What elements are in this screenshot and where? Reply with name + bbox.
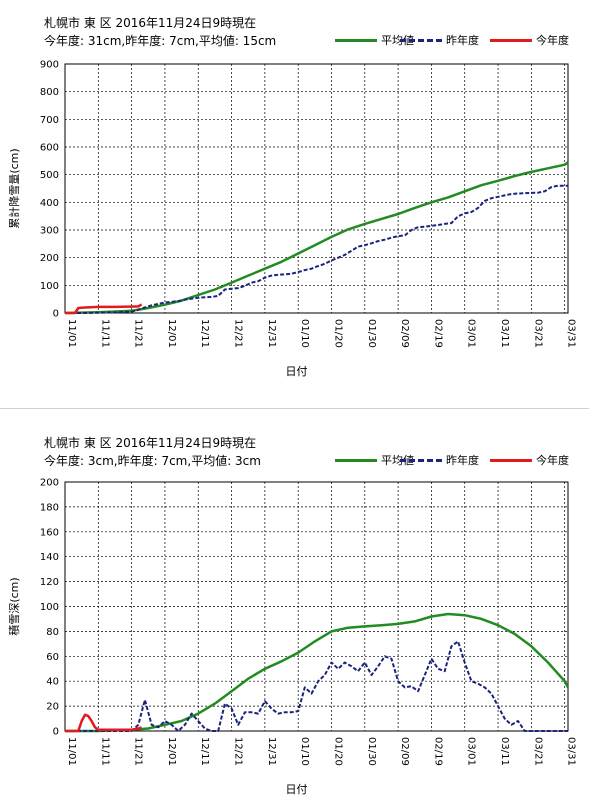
x-tick-label: 12/01: [166, 319, 177, 348]
legend-label-last-year: 昨年度: [446, 34, 479, 47]
y-tick-label: 0: [53, 309, 59, 320]
y-tick-label: 140: [40, 552, 59, 563]
x-tick-label: 12/21: [233, 319, 244, 348]
x-tick-label: 12/31: [266, 319, 277, 348]
y-tick-label: 400: [40, 198, 59, 209]
legend-item-last-year: 昨年度: [400, 452, 479, 468]
chart-subtitle: 今年度: 31cm,昨年度: 7cm,平均値: 15cm: [44, 34, 277, 48]
x-tick-label: 02/09: [399, 319, 410, 348]
y-tick-label: 100: [40, 281, 59, 292]
y-axis-title: 累計降雪量(cm): [7, 148, 21, 228]
legend-label-this-year: 今年度: [536, 454, 569, 467]
y-tick-label: 200: [40, 253, 59, 264]
x-tick-label: 01/20: [332, 319, 343, 348]
x-tick-label: 02/09: [399, 737, 410, 766]
y-tick-label: 500: [40, 170, 59, 181]
plot-area: [64, 481, 569, 732]
x-tick-label: 11/11: [99, 737, 110, 766]
x-tick-label: 03/21: [532, 737, 543, 766]
legend-item-this-year: 今年度: [490, 32, 569, 48]
x-tick-label: 01/10: [299, 319, 310, 348]
legend-label-average: 平均値: [381, 34, 414, 47]
x-tick-label: 03/31: [566, 319, 577, 348]
x-tick-label: 12/21: [233, 737, 244, 766]
x-tick-label: 01/20: [332, 737, 343, 766]
plot-area: [64, 63, 569, 314]
y-tick-label: 60: [46, 652, 59, 663]
x-tick-label: 03/31: [566, 737, 577, 766]
x-tick-label: 12/01: [166, 737, 177, 766]
chart-title: 札幌市 東 区 2016年11月24日9時現在: [44, 436, 257, 450]
legend-item-average: 平均値: [335, 32, 414, 48]
legend-swatch-this-year: [490, 458, 532, 462]
x-axis-title: 日付: [286, 365, 308, 378]
y-tick-label: 800: [40, 87, 59, 98]
x-tick-label: 03/01: [466, 737, 477, 766]
x-tick-label: 11/01: [66, 319, 77, 348]
x-tick-label: 03/11: [499, 319, 510, 348]
y-tick-label: 160: [40, 527, 59, 538]
chart-title: 札幌市 東 区 2016年11月24日9時現在: [44, 16, 257, 30]
y-tick-label: 20: [46, 702, 59, 713]
x-tick-label: 03/11: [499, 737, 510, 766]
y-tick-label: 200: [40, 478, 59, 489]
y-tick-label: 100: [40, 602, 59, 613]
y-tick-label: 300: [40, 226, 59, 237]
average-line: [65, 612, 570, 733]
x-tick-label: 11/21: [133, 737, 144, 766]
cumulative-snowfall-chart: 0 100 200 300 400 500 600 700 800 900 11/01 11/11 11…: [7, 60, 577, 379]
x-tick-label: 03/01: [466, 319, 477, 348]
legend-item-average: 平均値: [335, 452, 414, 468]
x-tick-label: 02/19: [432, 737, 443, 766]
x-tick-label: 01/30: [366, 319, 377, 348]
legend-item-last-year: 昨年度: [400, 32, 479, 48]
y-tick-label: 0: [53, 727, 59, 738]
x-axis-title: 日付: [286, 783, 308, 796]
x-tick-label: 11/11: [99, 319, 110, 348]
snow-depth-chart-panel: 札幌市 東 区 2016年11月24日9時現在 今年度: 3cm,昨年度: 7c…: [0, 420, 589, 803]
x-tick-label: 03/21: [532, 319, 543, 348]
y-tick-label: 600: [40, 143, 59, 154]
x-tick-label: 11/21: [133, 319, 144, 348]
x-tick-label: 12/11: [199, 319, 210, 348]
x-tick-label: 01/10: [299, 737, 310, 766]
legend-label-last-year: 昨年度: [446, 454, 479, 467]
legend-swatch-average: [335, 458, 377, 462]
y-tick-label: 900: [40, 60, 59, 71]
x-tick-label: 01/30: [366, 737, 377, 766]
panel-separator: [0, 408, 589, 409]
this-year-line: [65, 713, 143, 733]
legend-swatch-average: [335, 38, 377, 42]
legend-swatch-last-year: [400, 38, 442, 42]
snow-depth-chart: 0 20 40 60 80 100 120 140 160 180 200 11/01 11/11 11/…: [7, 478, 577, 797]
chart-subtitle: 今年度: 3cm,昨年度: 7cm,平均値: 3cm: [44, 454, 261, 468]
legend-label-this-year: 今年度: [536, 34, 569, 47]
x-tick-label: 12/31: [266, 737, 277, 766]
y-axis-title: 積雪深(cm): [7, 577, 21, 635]
legend-item-this-year: 今年度: [490, 452, 569, 468]
this-year-line: [65, 303, 143, 315]
legend-swatch-this-year: [490, 38, 532, 42]
y-tick-label: 80: [46, 627, 59, 638]
x-tick-label: 11/01: [66, 737, 77, 766]
last-year-line: [65, 640, 568, 732]
y-tick-label: 700: [40, 115, 59, 126]
y-tick-label: 40: [46, 677, 59, 688]
legend-label-average: 平均値: [381, 454, 414, 467]
x-tick-label: 02/19: [432, 319, 443, 348]
snowfall-cumulative-chart-panel: 札幌市 東 区 2016年11月24日9時現在 今年度: 31cm,昨年度: 7…: [0, 0, 589, 400]
legend-swatch-last-year: [400, 458, 442, 462]
x-tick-label: 12/11: [199, 737, 210, 766]
y-tick-label: 180: [40, 502, 59, 513]
y-tick-label: 120: [40, 577, 59, 588]
